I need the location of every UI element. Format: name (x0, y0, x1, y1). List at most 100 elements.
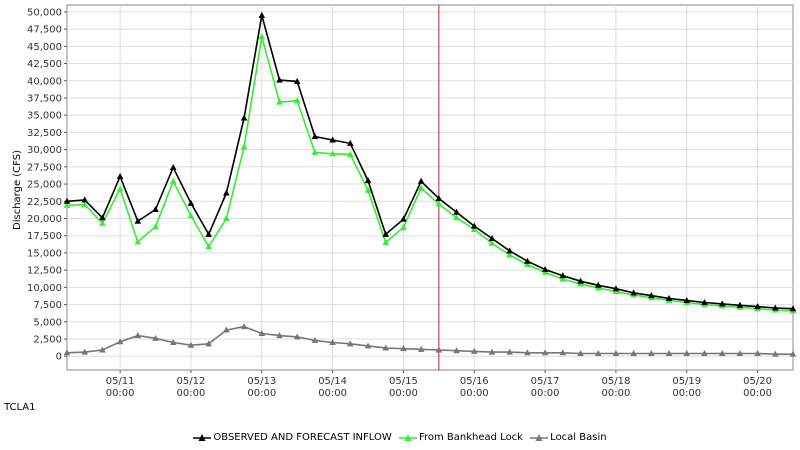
data-point (205, 340, 212, 347)
data-point (683, 349, 691, 356)
x-tick-label-time: 00:00 (389, 388, 418, 399)
data-point (382, 239, 390, 246)
x-tick-label-time: 00:00 (602, 388, 631, 399)
data-point (665, 349, 673, 356)
data-point (63, 201, 71, 208)
data-point (223, 326, 230, 333)
data-point (152, 334, 159, 341)
data-point (417, 177, 425, 184)
x-tick-label-time: 00:00 (672, 388, 701, 399)
data-point (789, 305, 797, 312)
data-point (329, 136, 336, 143)
data-point (169, 164, 177, 171)
data-point (417, 184, 425, 191)
data-point (541, 349, 549, 356)
data-point (63, 197, 71, 204)
legend-item-observed: OBSERVED AND FORECAST INFLOW (193, 432, 392, 443)
data-point (435, 195, 443, 202)
data-point (152, 206, 159, 213)
data-point (311, 133, 319, 140)
data-point (612, 285, 620, 292)
data-point (364, 177, 372, 184)
triangle-up-icon (535, 433, 543, 441)
data-point (187, 212, 195, 219)
y-tick-label: 30,000 (27, 145, 62, 156)
data-point (789, 350, 797, 357)
data-point (187, 341, 195, 348)
x-tick-label-date: 05/18 (602, 376, 631, 387)
data-point (701, 349, 708, 356)
series-observed (63, 11, 797, 312)
data-point (648, 292, 655, 299)
data-point (382, 344, 390, 351)
data-point (223, 214, 230, 221)
data-point (347, 139, 354, 146)
data-point (506, 251, 513, 258)
legend-label-local: Local Basin (550, 432, 607, 443)
station-label: TCLA1 (4, 402, 36, 413)
data-point (524, 257, 531, 264)
data-point (488, 234, 496, 241)
data-point (754, 349, 761, 356)
data-point (665, 294, 673, 301)
x-tick-label-time: 00:00 (247, 388, 276, 399)
legend-item-local: Local Basin (530, 432, 607, 443)
data-point (134, 238, 142, 245)
series-layer (63, 5, 797, 370)
data-point (524, 349, 531, 356)
data-point (205, 243, 212, 250)
data-point (577, 277, 584, 284)
legend-swatch-local (530, 433, 549, 441)
data-point (258, 11, 266, 18)
data-point (81, 201, 89, 208)
data-point (311, 148, 319, 155)
data-point (99, 346, 106, 353)
legend: OBSERVED AND FORECAST INFLOW From Bankhe… (0, 432, 800, 446)
y-tick-label: 47,500 (27, 25, 62, 36)
data-point (701, 299, 708, 306)
data-point (577, 349, 584, 356)
y-tick-label: 27,500 (27, 162, 62, 173)
x-tick-label-date: 05/16 (460, 376, 489, 387)
data-point (276, 98, 283, 105)
plot-area (66, 4, 794, 371)
data-point (559, 275, 567, 282)
y-tick-label: 50,000 (27, 7, 62, 18)
data-point (630, 289, 637, 296)
data-point (736, 301, 744, 308)
data-point (630, 349, 637, 356)
data-point (506, 247, 513, 254)
legend-swatch-observed (193, 433, 212, 441)
y-tick-label: 7,500 (33, 300, 62, 311)
data-point (400, 345, 407, 352)
data-point (364, 186, 372, 193)
data-point (81, 348, 89, 355)
data-point (559, 272, 567, 279)
x-tick-label-time: 00:00 (106, 388, 135, 399)
chart: 0 2,500 5,000 7,500 10,000 12,500 15,000 17,500… (12, 4, 797, 399)
x-tick-label-date: 05/20 (743, 376, 772, 387)
data-point (470, 222, 478, 229)
y-tick-label: 12,500 (27, 266, 62, 277)
data-point (223, 189, 230, 196)
x-tick-label-date: 05/14 (318, 376, 347, 387)
data-point (240, 114, 248, 121)
x-tick-label-time: 00:00 (531, 388, 560, 399)
grid-layer (66, 4, 794, 371)
series-line-observed (66, 15, 794, 310)
x-tick-label-date: 05/11 (106, 376, 135, 387)
data-point (240, 323, 248, 330)
data-point (152, 223, 159, 230)
data-point (470, 226, 478, 233)
x-tick-label-date: 05/15 (389, 376, 418, 387)
data-point (559, 349, 567, 356)
data-point (258, 33, 266, 40)
data-point (382, 230, 390, 237)
series-local (63, 323, 797, 357)
legend-swatch-bankhead (398, 433, 417, 441)
y-tick-label: 5,000 (33, 317, 62, 328)
data-point (293, 97, 301, 104)
data-point (524, 261, 531, 268)
data-point (276, 76, 283, 83)
x-tick-label-date: 05/19 (672, 376, 701, 387)
